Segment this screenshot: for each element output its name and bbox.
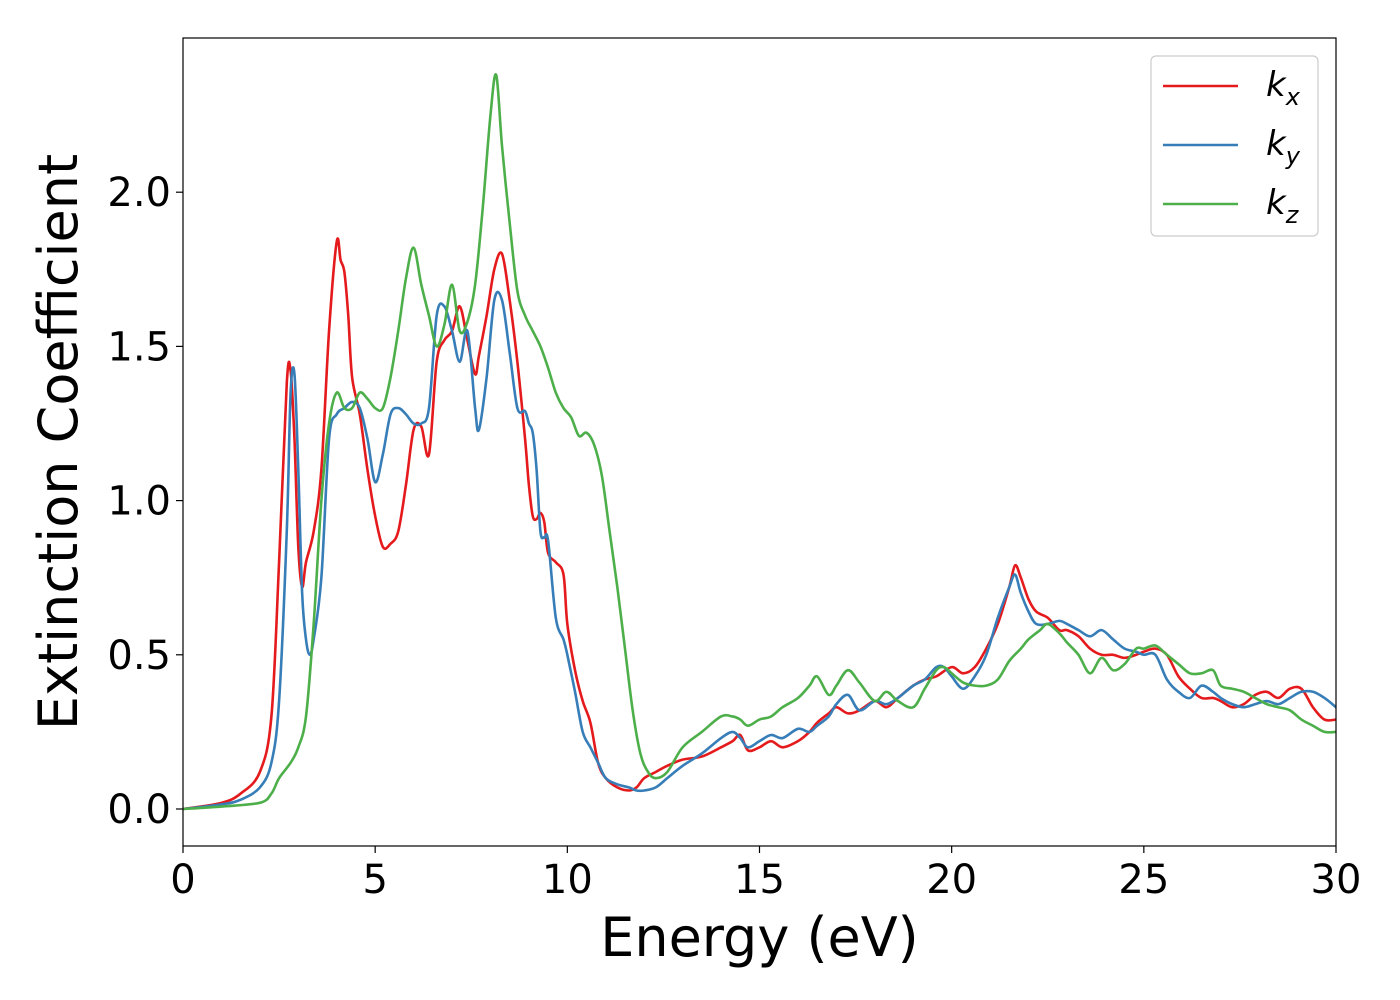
y-tick-label: 1.5: [107, 324, 171, 370]
legend-label-base: k: [1266, 65, 1287, 105]
x-tick-label: 25: [1118, 857, 1169, 903]
legend-label-y: ky: [1266, 124, 1301, 170]
series-line-z: [183, 73, 1336, 811]
y-axis-ticks: 0.0 0.5 1.0 1.5 2.0: [107, 170, 183, 833]
x-axis-label: Energy (eV): [600, 906, 919, 969]
x-tick-label: 0: [170, 857, 195, 903]
legend-label-base: k: [1266, 124, 1287, 164]
y-axis-label: Extinction Coefficient: [27, 154, 90, 730]
x-tick-label: 5: [362, 857, 387, 903]
legend-label-subscript: x: [1285, 83, 1301, 111]
legend-label-base: k: [1266, 183, 1287, 223]
legend-label-subscript: y: [1285, 142, 1301, 170]
legend-label-subscript: z: [1285, 201, 1300, 229]
x-axis-ticks: 0 5 10 15 20 25 30: [170, 846, 1361, 903]
legend-label-x: kx: [1266, 65, 1301, 111]
y-tick-label: 0.5: [107, 633, 171, 679]
y-tick-label: 0.0: [107, 787, 171, 833]
y-tick-label: 1.0: [107, 479, 171, 525]
legend-label-z: kz: [1266, 183, 1300, 229]
series-line-x: [183, 237, 1336, 811]
x-tick-label: 30: [1311, 857, 1362, 903]
x-tick-label: 15: [734, 857, 785, 903]
series-line-y: [183, 290, 1336, 811]
x-tick-label: 10: [542, 857, 593, 903]
series-layer: [183, 73, 1336, 811]
y-tick-label: 2.0: [107, 170, 171, 216]
x-tick-label: 20: [926, 857, 977, 903]
